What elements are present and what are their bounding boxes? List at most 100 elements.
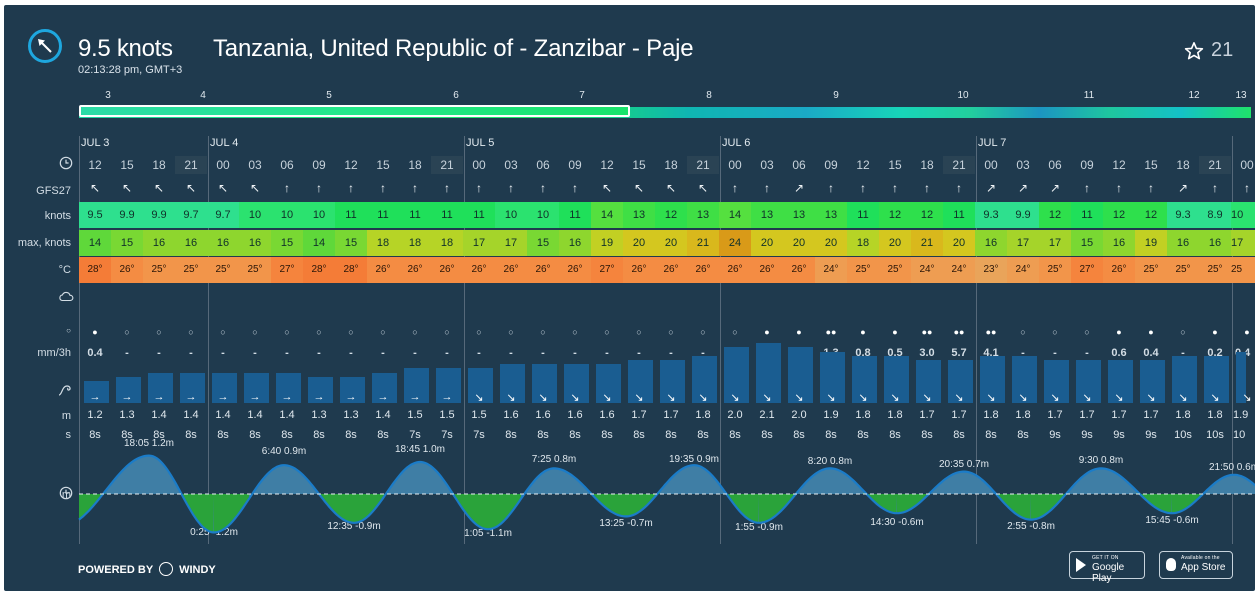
raindrop-icon: ○ — [668, 327, 674, 337]
rain-value: - — [1085, 347, 1089, 359]
raindrop-icon: ○ — [1052, 327, 1058, 337]
wind-arrow-icon: ↑ — [1212, 181, 1218, 195]
raindrop-icon: ● — [1148, 327, 1154, 337]
day-label: JUL 6 — [722, 137, 751, 149]
wave-direction-icon: ↘ — [602, 392, 612, 404]
timeline-day-number[interactable]: 12 — [1188, 90, 1200, 101]
wind-speed-cell: 9.5 — [79, 202, 111, 228]
wave-height-bar — [660, 360, 685, 403]
timeline-day-number[interactable]: 3 — [105, 90, 111, 101]
wave-period-value: 8s — [985, 429, 997, 441]
wind-speed-cell: 11 — [367, 202, 399, 228]
wave-height-value: 1.7 — [1047, 409, 1063, 421]
gust-cell: 16 — [1167, 230, 1199, 256]
gust-cell: 18 — [847, 230, 879, 256]
hour-label: 00 — [984, 158, 998, 172]
hour-label: 21 — [1199, 156, 1231, 174]
hour-label: 09 — [312, 158, 326, 172]
day-separator — [1232, 136, 1233, 544]
temperature-cell: 26° — [655, 257, 687, 283]
wave-period-value: 8s — [761, 429, 773, 441]
raindrop-icon: ● — [1212, 327, 1218, 337]
hour-label: 12 — [344, 158, 358, 172]
wave-direction-icon: ↘ — [794, 392, 804, 404]
timeline-selection[interactable] — [79, 105, 630, 117]
hour-label: 06 — [280, 158, 294, 172]
tide-clock-icon — [59, 486, 73, 500]
hour-label: 18 — [152, 158, 166, 172]
powered-by-windy[interactable]: POWERED BY WINDY — [78, 562, 216, 576]
wind-arrow-icon: ↑ — [1244, 181, 1250, 195]
rain-value: - — [381, 347, 385, 359]
hour-label: 00 — [728, 158, 742, 172]
google-play-label: Google Play — [1092, 562, 1125, 584]
google-play-button[interactable]: GET IT ON Google Play — [1069, 551, 1145, 584]
wave-height-bar — [724, 347, 749, 403]
day-label: JUL 7 — [978, 137, 1007, 149]
wave-direction-icon: ↘ — [1178, 392, 1188, 404]
timeline-wind-bar[interactable] — [79, 107, 1251, 118]
hour-label: 03 — [504, 158, 518, 172]
wave-period-value: 8s — [601, 429, 613, 441]
star-icon[interactable] — [1184, 41, 1204, 61]
wave-period-value: 8s — [633, 429, 645, 441]
wave-direction-icon: ↘ — [922, 392, 932, 404]
wave-direction-icon: → — [345, 391, 357, 403]
app-store-label: App Store — [1181, 562, 1226, 573]
wave-height-bar — [1044, 360, 1069, 403]
temperature-cell: 25° — [143, 257, 175, 283]
spot-location[interactable]: Tanzania, United Republic of - Zanzibar … — [213, 35, 694, 62]
tide-curve — [78, 454, 1255, 534]
rain-value: - — [605, 347, 609, 359]
raindrop-icon: ○ — [284, 327, 290, 337]
wave-height-bar — [276, 373, 301, 403]
wind-arrow-icon: ↖ — [185, 181, 197, 195]
gust-cell: 20 — [879, 230, 911, 256]
wave-period-value: 8s — [345, 429, 357, 441]
gust-cell: 18 — [367, 230, 399, 256]
wave-period-value: 8s — [953, 429, 965, 441]
timeline-day-number[interactable]: 7 — [579, 90, 585, 101]
timeline-day-number[interactable]: 11 — [1083, 90, 1095, 101]
favorites-count: 21 — [1211, 39, 1234, 61]
wind-speed-cell: 11 — [335, 202, 367, 228]
raindrop-icon: ● — [764, 327, 770, 337]
timeline-day-number[interactable]: 9 — [833, 90, 839, 101]
timeline-day-number[interactable]: 13 — [1235, 90, 1247, 101]
wave-height-value: 1.7 — [951, 409, 967, 421]
wave-height-value: 1.7 — [1079, 409, 1095, 421]
timeline-day-number[interactable]: 4 — [200, 90, 206, 101]
wave-period-value: 8s — [825, 429, 837, 441]
raindrop-icon: ○ — [380, 327, 386, 337]
gust-cell: 17 — [1039, 230, 1071, 256]
wave-direction-icon: → — [217, 391, 229, 403]
timeline-day-number[interactable]: 6 — [453, 90, 459, 101]
wind-speed-cell: 9.3 — [975, 202, 1007, 228]
wave-height-value: 1.7 — [631, 409, 647, 421]
wave-direction-icon: ↘ — [1082, 392, 1092, 404]
timeline-day-number[interactable]: 8 — [706, 90, 712, 101]
day-timeline[interactable]: 3 4 5 6 7 8 9 10 11 12 13 — [4, 90, 1255, 120]
wave-direction-icon: ↘ — [954, 392, 964, 404]
wave-height-bar — [692, 356, 717, 403]
hour-label: 18 — [664, 158, 678, 172]
app-store-button[interactable]: Available on the App Store — [1159, 551, 1233, 579]
timeline-day-number[interactable]: 5 — [326, 90, 332, 101]
wave-height-bar — [180, 373, 205, 403]
wave-period-value: 8s — [281, 429, 293, 441]
day-separator — [79, 136, 80, 544]
wind-arrow-icon: ↗ — [1017, 181, 1029, 195]
hour-label: 15 — [888, 158, 902, 172]
hour-label: 12 — [856, 158, 870, 172]
hour-label: 12 — [600, 158, 614, 172]
wave-height-value: 1.7 — [1111, 409, 1127, 421]
timeline-day-number[interactable]: 10 — [957, 90, 969, 101]
temperature-cell: 23° — [975, 257, 1007, 283]
wave-height-bar — [244, 373, 269, 403]
wind-arrow-icon: ↑ — [284, 181, 290, 195]
temperature-cell: 26° — [431, 257, 463, 283]
wave-direction-icon: ↘ — [1146, 392, 1156, 404]
raindrop-icon: ○ — [604, 327, 610, 337]
temperature-cell: 26° — [527, 257, 559, 283]
wave-height-value: 1.4 — [151, 409, 167, 421]
